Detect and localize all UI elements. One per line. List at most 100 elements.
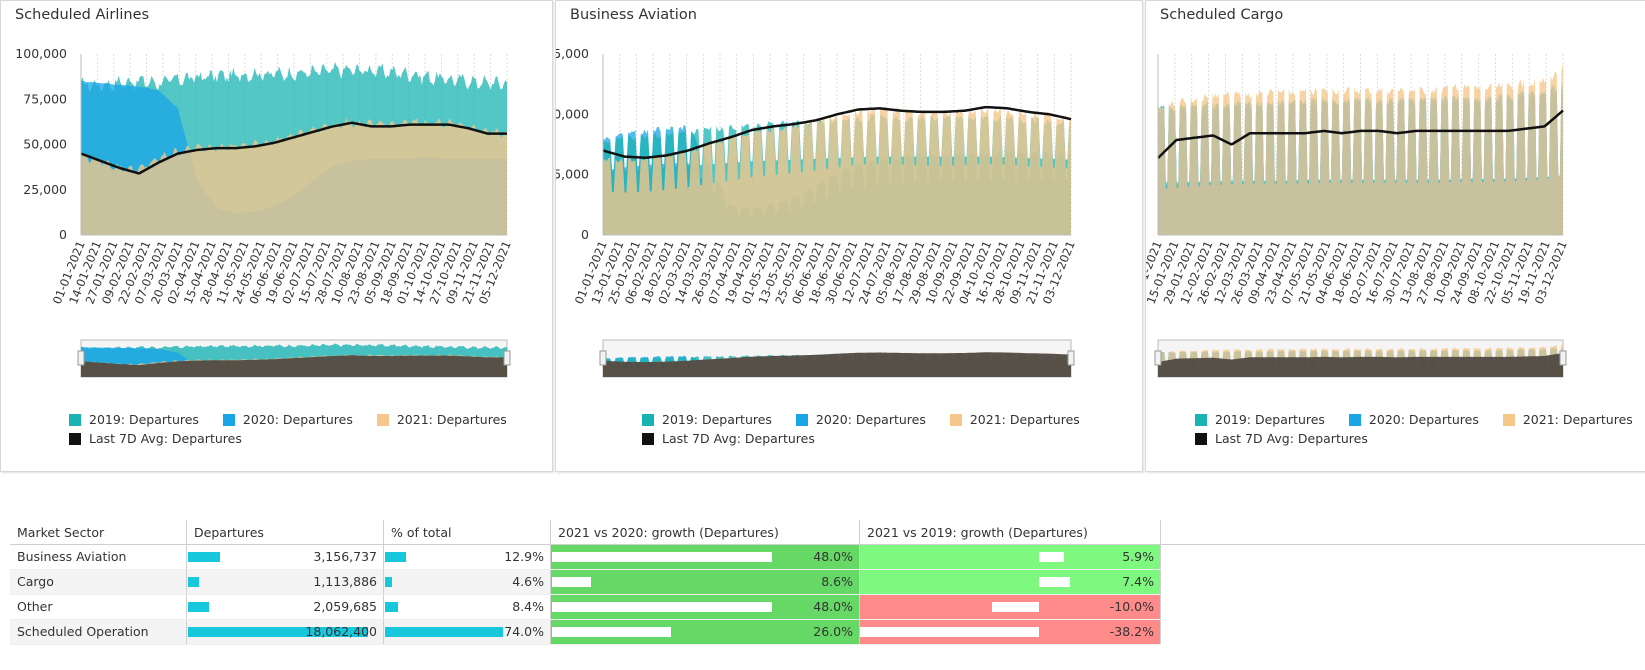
table-row[interactable]: Business Aviation 3,156,737 12.9% 48.0% 5.9% — [10, 544, 1161, 570]
growth-2020-bar — [552, 627, 672, 637]
navigator-handle — [599, 350, 607, 366]
cell-departures: 18,062,400 — [186, 619, 384, 645]
legend-label: 2020: Departures — [1368, 412, 1479, 427]
pct-total-value: 4.6% — [512, 574, 544, 589]
header-growth-2020[interactable]: 2021 vs 2020: growth (Departures) — [550, 520, 860, 545]
chart-svg: 1,0002,0003,0004,0005,00001-01-202115-01… — [1146, 54, 1570, 378]
growth-2020-value: 8.6% — [821, 574, 853, 589]
pct-total-bar — [385, 577, 393, 587]
legend-label: 2021: Departures — [1522, 412, 1633, 427]
legend-swatch-2020 — [795, 414, 808, 426]
chart-svg: 05,00010,00015,00001-01-202113-01-202125… — [556, 46, 1078, 378]
growth-2019-value: -38.2% — [1109, 624, 1154, 639]
growth-2020-value: 48.0% — [813, 549, 853, 564]
sector-table: Market Sector Departures % of total 2021… — [10, 520, 1161, 645]
y-tick-label: 100,000 — [15, 46, 67, 61]
y-tick-label: 0 — [59, 227, 67, 242]
legend-item-avg[interactable]: Last 7D Avg: Departures — [69, 431, 242, 446]
legend-item-avg[interactable]: Last 7D Avg: Departures — [1195, 431, 1368, 446]
legend-item-avg[interactable]: Last 7D Avg: Departures — [642, 431, 815, 446]
growth-2019-bar — [1039, 552, 1064, 562]
series-line-last-7d-avg — [80, 121, 507, 175]
y-tick-label: 5,000 — [556, 167, 589, 182]
chart-legend: 2019: Departures 2020: Departures 2021: … — [1195, 412, 1645, 450]
legend-swatch-2021 — [376, 414, 389, 426]
growth-2019-bar — [860, 627, 1039, 637]
series-area-2021 — [603, 106, 1071, 235]
legend-label: 2021: Departures — [969, 412, 1080, 427]
growth-2019-bar — [992, 602, 1039, 612]
cell-growth-2020: 26.0% — [550, 619, 860, 645]
legend-label: Last 7D Avg: Departures — [1215, 431, 1368, 446]
legend-label: 2019: Departures — [1215, 412, 1325, 427]
y-tick-label: 10,000 — [556, 106, 589, 121]
series-line-last-7d-avg — [1157, 109, 1564, 159]
pct-total-bar — [385, 552, 406, 562]
navigator-avg-area — [1158, 352, 1563, 377]
legend-swatch-2019 — [642, 414, 654, 426]
cell-growth-2019: -10.0% — [859, 594, 1161, 620]
chart-panel-scheduled-cargo: Scheduled Cargo 1,0002,0003,0004,0005,00… — [1145, 0, 1645, 472]
cell-pct-total: 4.6% — [383, 569, 551, 595]
legend-item-2020[interactable]: 2020: Departures — [1348, 412, 1479, 427]
y-tick-label: 15,000 — [556, 46, 589, 61]
navigator-handle — [1559, 350, 1567, 366]
legend-swatch-2019 — [69, 414, 81, 426]
legend-item-2021[interactable]: 2021: Departures — [376, 412, 507, 427]
table-row[interactable]: Other 2,059,685 8.4% 48.0% -10.0% — [10, 594, 1161, 620]
legend-swatch-2021 — [949, 414, 962, 426]
series-areas — [81, 62, 507, 236]
navigator-handle — [77, 350, 85, 366]
series-areas — [603, 106, 1071, 235]
pct-total-bar — [385, 627, 503, 637]
legend-label: 2021: Departures — [396, 412, 507, 427]
growth-2019-value: 7.4% — [1122, 574, 1154, 589]
legend-item-2020[interactable]: 2020: Departures — [795, 412, 926, 427]
legend-swatch-2020 — [222, 414, 235, 426]
legend-item-2021[interactable]: 2021: Departures — [949, 412, 1080, 427]
legend-label: Last 7D Avg: Departures — [89, 431, 242, 446]
y-tick-label: 50,000 — [23, 137, 67, 152]
cell-departures: 3,156,737 — [186, 544, 384, 570]
legend-item-2021[interactable]: 2021: Departures — [1502, 412, 1633, 427]
navigator-avg-area — [81, 355, 507, 377]
sector-label: Other — [17, 599, 53, 614]
y-tick-label: 75,000 — [23, 91, 67, 106]
growth-2020-bar — [552, 602, 772, 612]
legend-swatch-2019 — [1195, 414, 1207, 426]
navigator-handle — [503, 350, 511, 366]
legend-item-2019[interactable]: 2019: Departures — [1195, 412, 1325, 427]
table-row[interactable]: Scheduled Operation 18,062,400 74.0% 26.0% -… — [10, 619, 1161, 645]
cell-pct-total: 74.0% — [383, 619, 551, 645]
pct-total-value: 12.9% — [504, 549, 544, 564]
chart-legend: 2019: Departures 2020: Departures 2021: … — [642, 412, 1100, 450]
cell-pct-total: 12.9% — [383, 544, 551, 570]
header-market-sector[interactable]: Market Sector — [10, 520, 187, 545]
chart-svg: 025,00050,00075,000100,00001-01-202114-0… — [15, 46, 514, 378]
header-pct-total[interactable]: % of total — [383, 520, 551, 545]
legend-item-2019[interactable]: 2019: Departures — [642, 412, 772, 427]
table-row[interactable]: Cargo 1,113,886 4.6% 8.6% 7.4% — [10, 569, 1161, 595]
header-growth-2019[interactable]: 2021 vs 2019: growth (Departures) — [859, 520, 1161, 545]
growth-2019-value: -10.0% — [1109, 599, 1154, 614]
departures-value: 2,059,685 — [313, 599, 377, 614]
legend-label: 2020: Departures — [815, 412, 926, 427]
legend-item-2020[interactable]: 2020: Departures — [222, 412, 353, 427]
header-departures[interactable]: Departures — [186, 520, 384, 545]
chart-title: Scheduled Airlines — [15, 7, 150, 23]
legend-item-2019[interactable]: 2019: Departures — [69, 412, 199, 427]
series-line-last-7d-avg — [602, 105, 1072, 159]
sector-label: Cargo — [17, 574, 54, 589]
navigator-avg-area — [603, 352, 1071, 377]
cell-departures: 1,113,886 — [186, 569, 384, 595]
legend-swatch-2020 — [1348, 414, 1361, 426]
cell-growth-2019: 5.9% — [859, 544, 1161, 570]
growth-2020-bar — [552, 577, 592, 587]
cell-market-sector: Other — [10, 594, 187, 620]
table-header-row: Market Sector Departures % of total 2021… — [10, 520, 1161, 545]
legend-swatch-2021 — [1502, 414, 1515, 426]
navigator-handle — [1067, 350, 1075, 366]
growth-2020-value: 26.0% — [813, 624, 853, 639]
legend-swatch-avg — [69, 433, 81, 445]
cell-growth-2019: 7.4% — [859, 569, 1161, 595]
